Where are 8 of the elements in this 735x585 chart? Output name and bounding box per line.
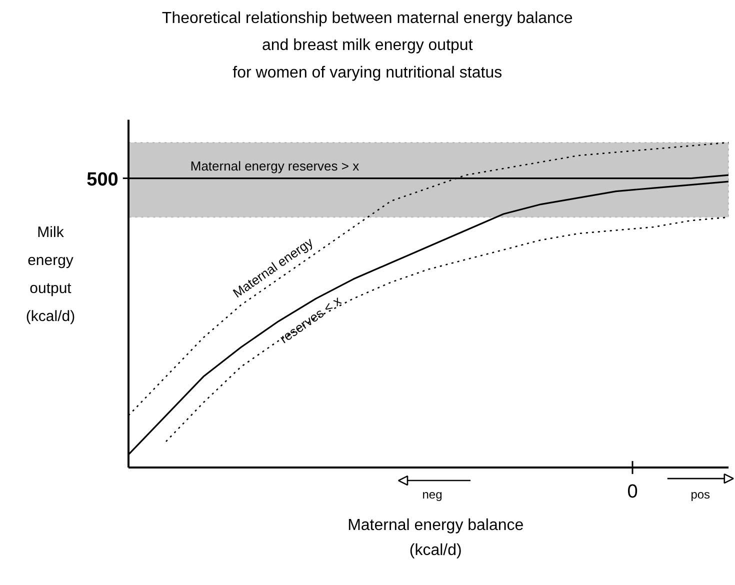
y-axis-title: Milk energy output (kcal/d) <box>26 224 76 325</box>
x-axis-title: Maternal energy balance (kcal/d) <box>348 516 524 559</box>
series-label: Maternal energy reserves > x <box>190 158 360 174</box>
chart-title: Theoretical relationship between maternal energy balance and breast milk energy output for women of varying nutritional status <box>162 10 573 82</box>
text: neg <box>422 488 442 502</box>
text: pos <box>690 488 710 502</box>
text: 0 <box>627 482 638 503</box>
text: 500 <box>86 169 118 190</box>
